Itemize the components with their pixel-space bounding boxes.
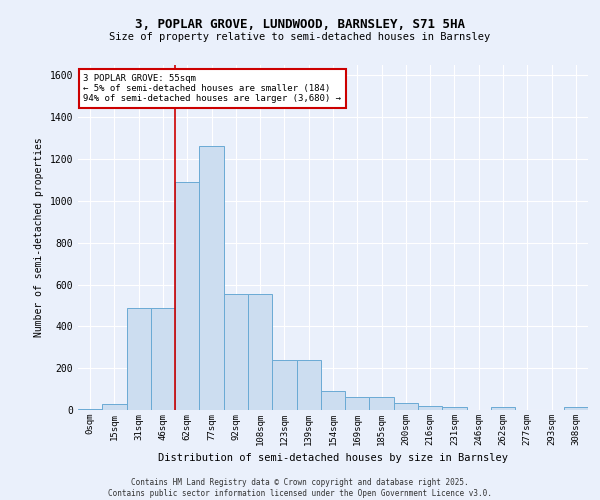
Text: Size of property relative to semi-detached houses in Barnsley: Size of property relative to semi-detach… (109, 32, 491, 42)
Bar (491, 407, 515, 410)
X-axis label: Distribution of semi-detached houses by size in Barnsley: Distribution of semi-detached houses by … (158, 454, 508, 464)
Bar (370, 398, 394, 410)
Bar (127, 308, 151, 410)
Bar (102, 404, 127, 410)
Bar (345, 398, 370, 410)
Text: 3, POPLAR GROVE, LUNDWOOD, BARNSLEY, S71 5HA: 3, POPLAR GROVE, LUNDWOOD, BARNSLEY, S71… (135, 18, 465, 30)
Bar (296, 360, 321, 410)
Bar (175, 182, 199, 410)
Bar (151, 308, 175, 410)
Text: Contains HM Land Registry data © Crown copyright and database right 2025.
Contai: Contains HM Land Registry data © Crown c… (108, 478, 492, 498)
Bar (272, 360, 296, 410)
Bar (442, 407, 467, 410)
Bar (199, 146, 224, 410)
Bar (564, 407, 588, 410)
Y-axis label: Number of semi-detached properties: Number of semi-detached properties (34, 138, 44, 338)
Bar (321, 391, 345, 410)
Bar (78, 409, 102, 410)
Text: 3 POPLAR GROVE: 55sqm
← 5% of semi-detached houses are smaller (184)
94% of semi: 3 POPLAR GROVE: 55sqm ← 5% of semi-detac… (83, 74, 341, 104)
Bar (248, 294, 272, 410)
Bar (418, 406, 442, 410)
Bar (224, 294, 248, 410)
Bar (394, 402, 418, 410)
